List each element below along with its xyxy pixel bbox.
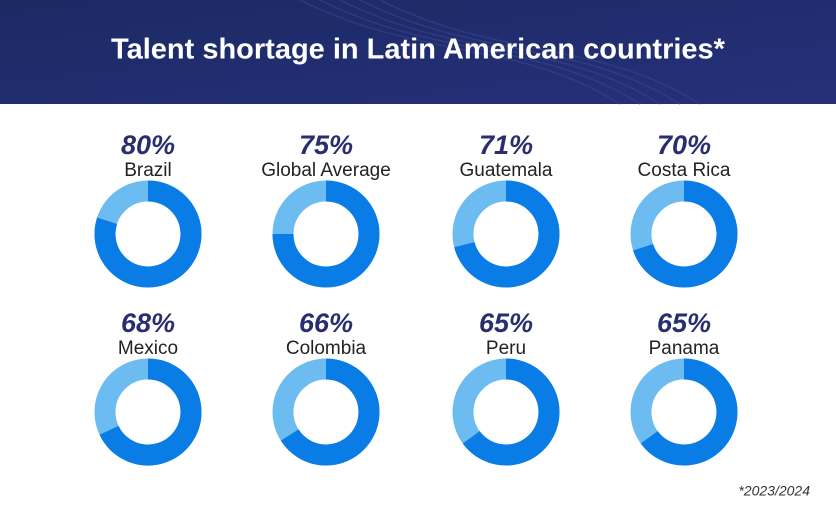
country-label: Peru — [486, 338, 526, 359]
donut-arc — [454, 180, 560, 288]
donut-arc — [633, 180, 738, 288]
country-label: Costa Rica — [638, 160, 731, 181]
percent-label: 75% — [299, 130, 353, 160]
percent-label: 66% — [299, 308, 353, 338]
footnote: *2023/2024 — [738, 483, 810, 499]
donut-arc — [94, 180, 202, 288]
percent-label: 71% — [479, 130, 533, 160]
percent-label: 65% — [479, 308, 533, 338]
country-label: Brazil — [124, 160, 172, 181]
header-pattern — [299, 0, 701, 105]
country-label: Global Average — [261, 160, 391, 181]
percent-label: 65% — [657, 308, 711, 338]
donut-arc — [272, 180, 380, 288]
country-label: Colombia — [286, 338, 367, 359]
donut-arc — [99, 358, 202, 466]
country-label: Panama — [649, 338, 720, 359]
donut-arc — [640, 358, 738, 466]
country-label: Mexico — [118, 338, 178, 359]
percent-label: 80% — [121, 130, 175, 160]
donut-arc — [280, 358, 380, 466]
percent-label: 70% — [657, 130, 711, 160]
country-label: Guatemala — [460, 160, 553, 181]
title: Talent shortage in Latin American countr… — [111, 34, 726, 66]
donut-arc — [462, 358, 560, 466]
percent-label: 68% — [121, 308, 175, 338]
